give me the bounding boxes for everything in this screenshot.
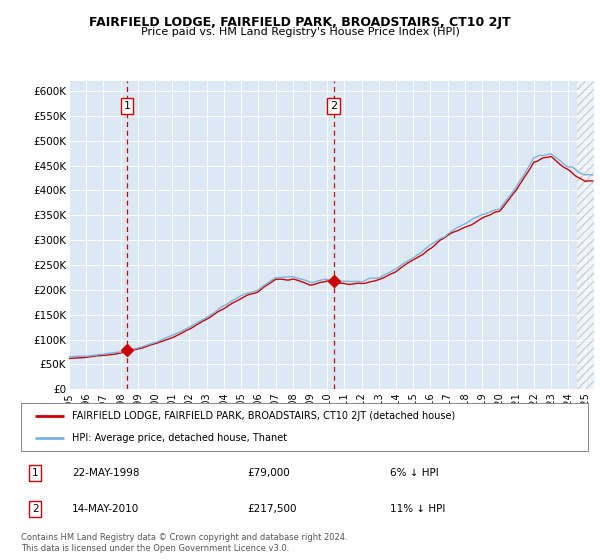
Text: 6% ↓ HPI: 6% ↓ HPI <box>389 468 438 478</box>
Text: HPI: Average price, detached house, Thanet: HPI: Average price, detached house, Than… <box>72 433 287 443</box>
Text: 14-MAY-2010: 14-MAY-2010 <box>72 504 139 514</box>
Text: 11% ↓ HPI: 11% ↓ HPI <box>389 504 445 514</box>
Polygon shape <box>577 81 594 389</box>
Text: £79,000: £79,000 <box>248 468 290 478</box>
Text: 2: 2 <box>330 101 337 111</box>
Text: FAIRFIELD LODGE, FAIRFIELD PARK, BROADSTAIRS, CT10 2JT: FAIRFIELD LODGE, FAIRFIELD PARK, BROADST… <box>89 16 511 29</box>
Text: Contains HM Land Registry data © Crown copyright and database right 2024.
This d: Contains HM Land Registry data © Crown c… <box>21 533 347 553</box>
Text: Price paid vs. HM Land Registry's House Price Index (HPI): Price paid vs. HM Land Registry's House … <box>140 27 460 37</box>
Text: FAIRFIELD LODGE, FAIRFIELD PARK, BROADSTAIRS, CT10 2JT (detached house): FAIRFIELD LODGE, FAIRFIELD PARK, BROADST… <box>72 411 455 421</box>
Text: 2: 2 <box>32 504 38 514</box>
Text: 22-MAY-1998: 22-MAY-1998 <box>72 468 140 478</box>
Text: 1: 1 <box>32 468 38 478</box>
Text: 1: 1 <box>124 101 131 111</box>
Text: £217,500: £217,500 <box>248 504 298 514</box>
